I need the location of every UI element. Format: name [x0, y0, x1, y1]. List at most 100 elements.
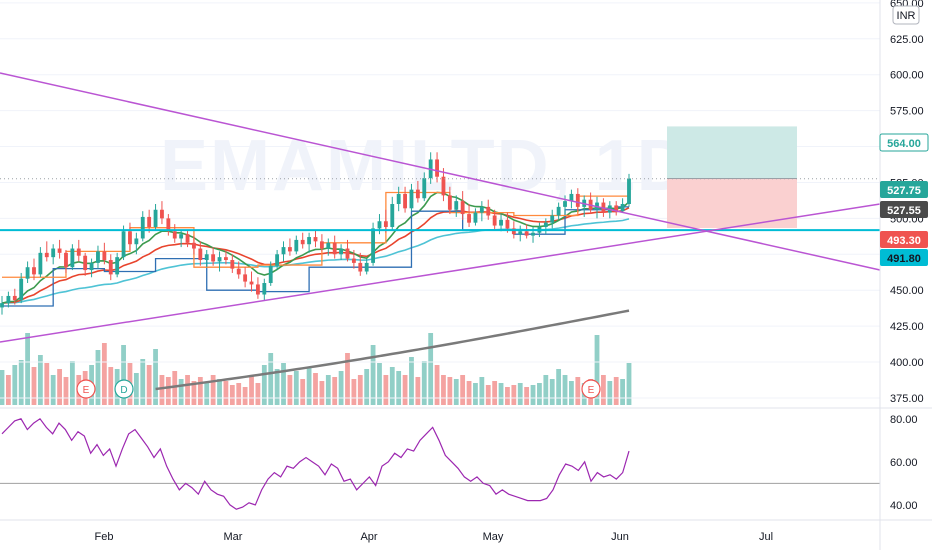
volume-bar — [191, 381, 197, 405]
candle — [204, 249, 209, 268]
volume-bar — [377, 363, 382, 405]
candle — [326, 238, 331, 256]
volume-bar — [146, 365, 152, 405]
volume-bar — [370, 345, 376, 405]
candle-body — [25, 267, 30, 279]
candle — [556, 202, 561, 220]
candle-body — [569, 193, 574, 202]
volume-bar — [364, 369, 370, 405]
candle-body — [326, 242, 331, 249]
price-tick-label: 400.00 — [890, 357, 924, 369]
ema-20-line — [1, 207, 630, 304]
candle — [96, 245, 100, 269]
candle-body — [275, 254, 280, 266]
candle — [575, 188, 580, 212]
volume-bar — [601, 375, 606, 405]
candle — [153, 204, 158, 230]
candle — [377, 214, 382, 235]
volume-bar — [37, 355, 43, 405]
time-tick-label: Mar — [224, 531, 243, 543]
candle-body — [454, 201, 459, 210]
volume-bar — [441, 375, 446, 405]
candle-body — [243, 274, 248, 282]
volume-bar — [172, 371, 178, 405]
volume-bar — [402, 375, 408, 405]
volume-bar — [351, 379, 357, 405]
candle — [383, 209, 388, 233]
candle — [44, 241, 49, 262]
candle — [499, 214, 503, 232]
currency-badge[interactable]: INR — [892, 5, 920, 25]
volume-bar — [479, 377, 485, 405]
candle — [403, 186, 407, 213]
volume-bar — [306, 367, 312, 405]
rsi-line — [1, 417, 630, 510]
candle — [192, 235, 196, 255]
candle-body — [6, 295, 11, 304]
price-tick-label: 625.00 — [890, 34, 924, 46]
drawing-tools[interactable] — [0, 72, 881, 343]
candle-body — [140, 216, 145, 239]
ema-9-line — [1, 191, 630, 304]
candle — [255, 277, 260, 299]
rsi-tick-label: 40.00 — [890, 500, 918, 512]
candle-body — [281, 247, 286, 255]
candle — [185, 229, 190, 248]
candle-body — [249, 281, 254, 285]
volume-bar — [575, 377, 581, 405]
volume-bar — [505, 387, 510, 405]
candle — [294, 235, 299, 255]
candle — [620, 198, 625, 213]
candle-body — [70, 248, 75, 268]
rsi-tick-label: 60.00 — [890, 457, 918, 469]
candle — [38, 247, 43, 278]
volume-bar — [409, 357, 414, 405]
position-zones[interactable] — [667, 126, 797, 228]
price-tick-label: 425.00 — [890, 321, 924, 333]
volume-bar — [421, 361, 427, 405]
candle-body — [38, 252, 43, 275]
price-label-text: 564.00 — [887, 138, 921, 150]
candle — [319, 234, 324, 252]
candle-body — [358, 262, 363, 272]
candle — [281, 241, 286, 262]
candle-body — [153, 209, 158, 227]
candle-body — [204, 254, 209, 261]
candle-body — [255, 284, 260, 295]
price-label: 527.55 — [880, 201, 928, 218]
volume-bar — [25, 333, 30, 405]
candle-body — [332, 242, 337, 255]
volume-bar — [569, 381, 574, 405]
volume-bar — [229, 385, 235, 405]
volume-bar — [281, 363, 286, 405]
candle — [543, 218, 548, 235]
candle — [32, 258, 36, 281]
candle-body — [198, 248, 203, 261]
volume-bar — [140, 359, 146, 405]
candle-body — [300, 239, 305, 245]
candle — [345, 239, 350, 262]
volume-bar — [319, 381, 325, 405]
event-letter: E — [588, 385, 595, 396]
volume-bar — [249, 375, 254, 405]
volume-bar — [242, 387, 248, 405]
candle-body — [351, 258, 356, 263]
volume-bar — [460, 375, 466, 405]
volume-bar — [63, 377, 69, 405]
event-circle — [114, 379, 134, 399]
candle-body — [185, 234, 190, 243]
candle-body — [447, 195, 452, 210]
price-tick-label: 650.00 — [890, 0, 924, 10]
candle — [473, 208, 478, 226]
candle-body — [371, 228, 376, 263]
candle — [128, 222, 132, 250]
candle-body — [396, 193, 401, 204]
candle-body — [339, 248, 344, 255]
volume-bar — [549, 379, 555, 405]
volume-bar — [466, 381, 472, 405]
candle — [390, 196, 395, 230]
candle — [467, 204, 471, 227]
candle-body — [441, 176, 446, 196]
